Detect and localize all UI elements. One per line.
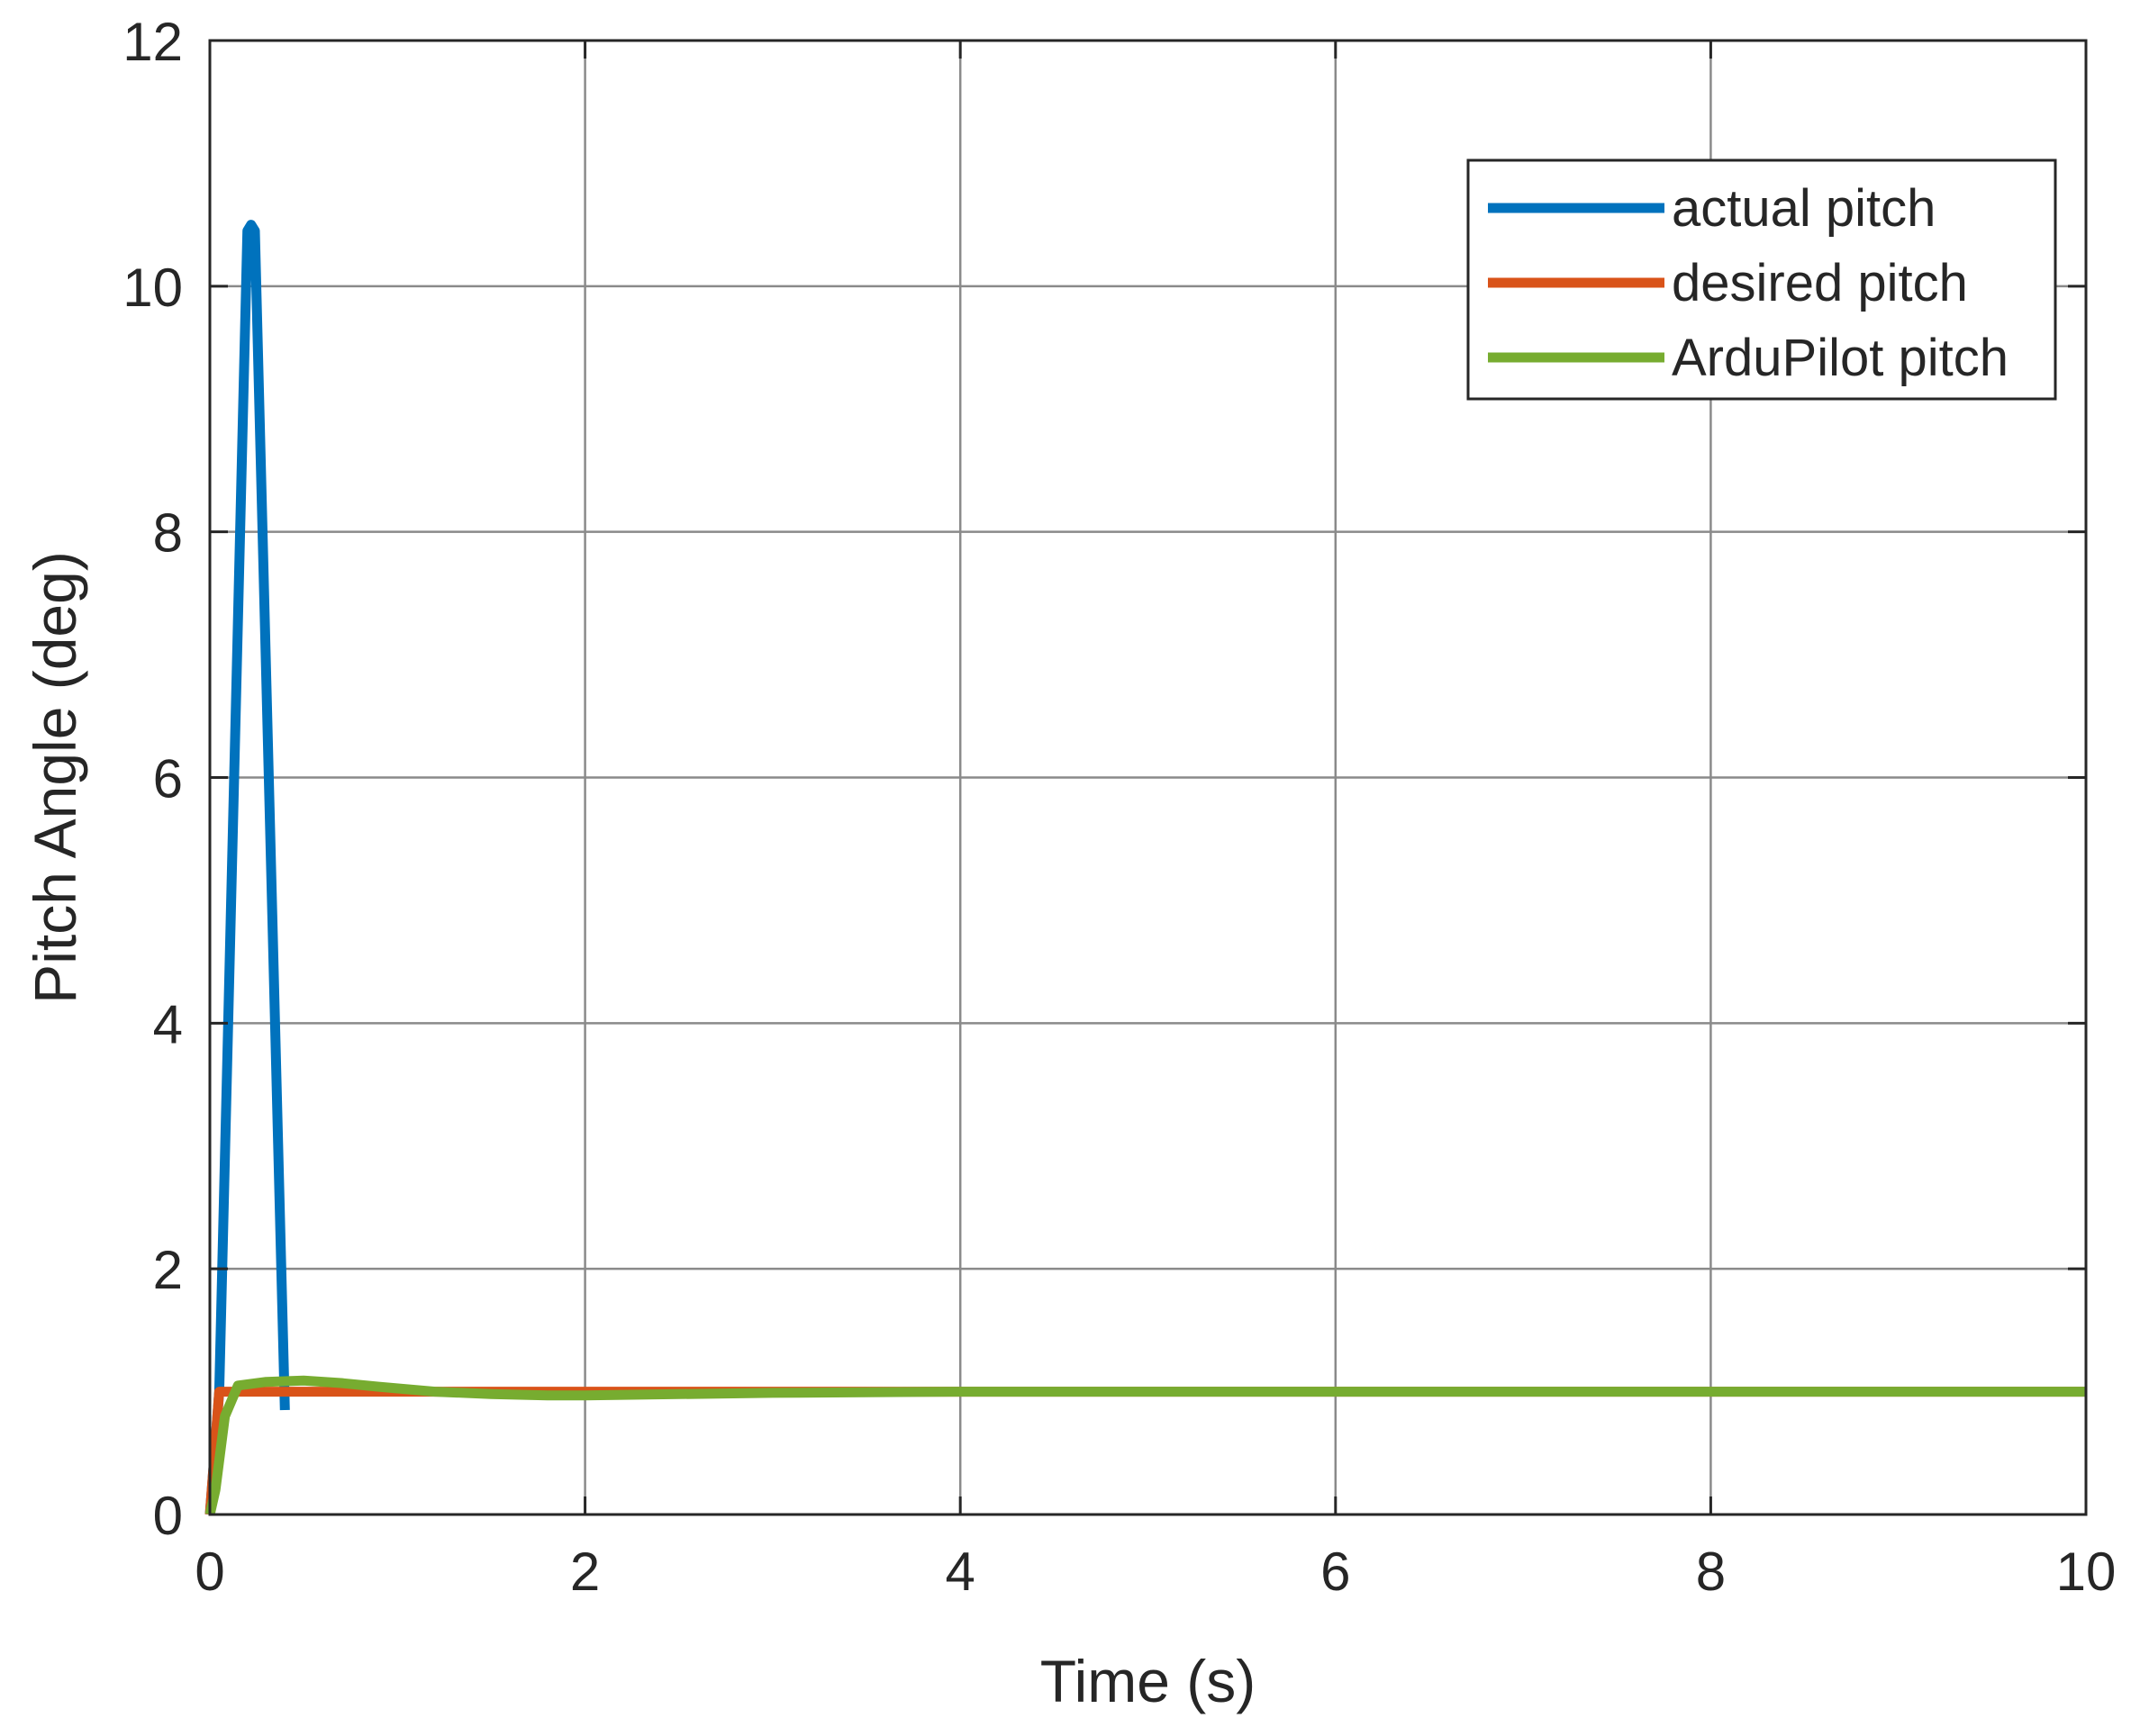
x-tick-label: 10 [2056, 1542, 2117, 1602]
axis-ticks: 0 2 4 6 8 10 0 2 4 6 8 10 12 [122, 12, 2116, 1602]
y-tick-label: 4 [153, 994, 183, 1054]
x-tick-label: 8 [1696, 1542, 1726, 1602]
legend-label-1: actual pitch [1672, 179, 1936, 238]
x-axis-label: Time (s) [1040, 1648, 1256, 1714]
y-tick-label: 8 [153, 503, 183, 564]
y-tick-label: 2 [153, 1240, 183, 1300]
x-tick-label: 0 [195, 1542, 224, 1602]
x-tick-label: 6 [1320, 1542, 1350, 1602]
plot-series [204, 220, 2086, 1516]
series-line-3 [204, 1375, 2086, 1516]
y-axis-label: Pitch Angle (deg) [22, 551, 88, 1004]
legend-label-3: ArduPilot pitch [1672, 329, 2009, 387]
legend: actual pitch desired pitch ArduPilot pitch [1466, 158, 2057, 401]
series-line-2 [204, 1387, 2086, 1515]
x-tick-label: 2 [570, 1542, 600, 1602]
y-tick-label: 12 [122, 12, 183, 72]
y-tick-label: 0 [153, 1486, 183, 1546]
y-tick-label: 6 [153, 749, 183, 809]
legend-label-2: desired pitch [1672, 254, 1968, 312]
y-tick-label: 10 [122, 258, 183, 318]
series-line-1 [204, 220, 290, 1515]
x-tick-label: 4 [946, 1542, 975, 1602]
